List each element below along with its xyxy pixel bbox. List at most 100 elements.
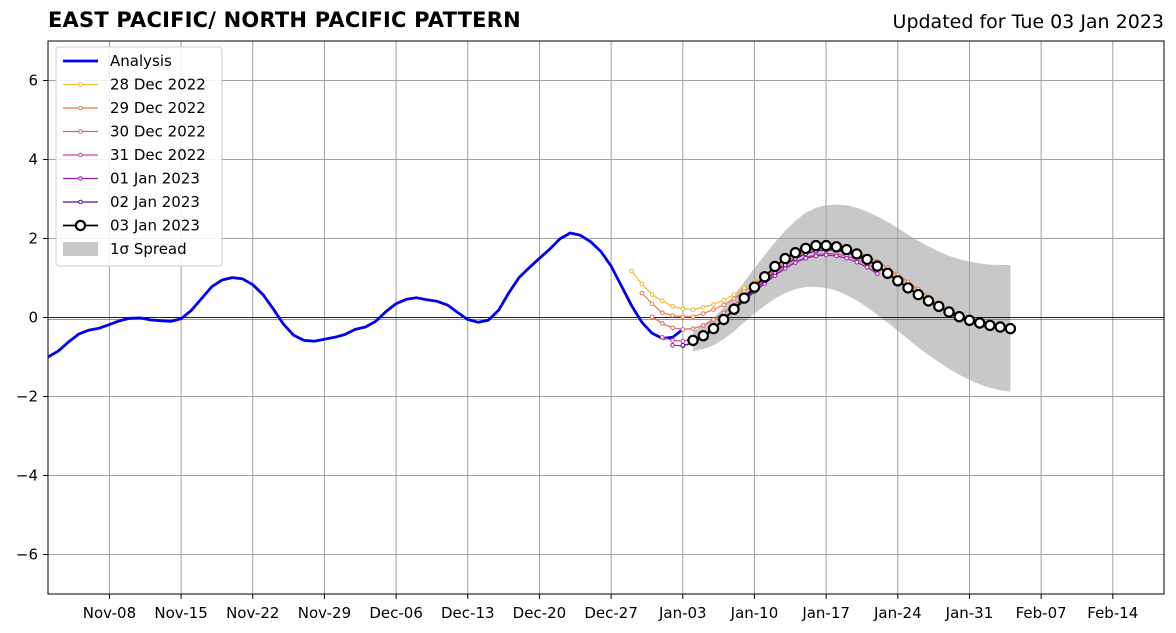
forecast-point-4-15 bbox=[823, 252, 829, 258]
forecast-point-1-3 bbox=[670, 313, 675, 318]
forecast-point-6-29 bbox=[984, 319, 996, 332]
forecast-point-6-0 bbox=[687, 334, 699, 347]
forecast-point-1-7 bbox=[711, 307, 716, 312]
forecast-point-0-9 bbox=[721, 297, 727, 303]
forecast-point-6-19 bbox=[881, 267, 894, 279]
forecast-point-4-18 bbox=[854, 259, 860, 265]
x-tick-label-2: Nov-22 bbox=[226, 604, 279, 622]
forecast-point-1-2 bbox=[660, 310, 665, 316]
legend-label-0: Analysis bbox=[110, 52, 172, 70]
forecast-point-1-6 bbox=[701, 311, 706, 316]
legend-marker-3 bbox=[78, 129, 83, 134]
forecast-point-6-26 bbox=[953, 311, 965, 323]
forecast-point-1-4 bbox=[680, 314, 686, 320]
forecast-point-2-1 bbox=[660, 321, 665, 326]
forecast-point-0-5 bbox=[680, 306, 686, 312]
legend-box bbox=[55, 46, 223, 267]
forecast-point-0-6 bbox=[690, 307, 696, 312]
legend-label-8: 1σ Spread bbox=[110, 240, 187, 258]
x-tick-label-5: Dec-13 bbox=[441, 604, 495, 622]
forecast-point-4-17 bbox=[844, 256, 849, 261]
x-tick-label-10: Jan-17 bbox=[801, 604, 850, 622]
forecast-point-6-23 bbox=[922, 295, 935, 307]
forecast-point-0-7 bbox=[701, 304, 706, 310]
y-tick-label-6: 6 bbox=[28, 72, 38, 90]
legend-marker-7 bbox=[74, 219, 87, 232]
forecast-point-1-8 bbox=[721, 302, 727, 308]
forecast-point-6-11 bbox=[800, 242, 812, 255]
legend: Analysis 28 Dec 2022 29 Dec 2022 30 Dec 202… bbox=[55, 46, 223, 267]
forecast-point-6-8 bbox=[769, 260, 781, 273]
forecast-point-6-16 bbox=[851, 248, 863, 260]
x-tick-label-9: Jan-10 bbox=[730, 604, 779, 622]
x-tick-label-3: Nov-29 bbox=[298, 604, 351, 622]
forecast-point-6-1 bbox=[697, 330, 710, 342]
x-tick-label-11: Jan-24 bbox=[873, 604, 922, 622]
x-tick-label-13: Feb-07 bbox=[1016, 604, 1067, 622]
forecast-point-1-1 bbox=[649, 301, 655, 307]
x-tick-label-4: Dec-06 bbox=[369, 604, 423, 622]
chart-subtitle: Updated for Tue 03 Jan 2023 bbox=[892, 11, 1164, 33]
forecast-point-6-18 bbox=[871, 260, 884, 272]
forecast-point-6-10 bbox=[789, 246, 802, 259]
legend-marker-5 bbox=[78, 176, 83, 181]
x-tick-label-1: Nov-15 bbox=[154, 604, 207, 622]
forecast-point-1-9 bbox=[731, 296, 737, 301]
forecast-point-6-21 bbox=[902, 282, 914, 294]
legend-marker-6 bbox=[78, 199, 83, 205]
legend-marker-4 bbox=[78, 152, 83, 158]
legend-label-3: 30 Dec 2022 bbox=[110, 123, 206, 141]
forecast-point-6-3 bbox=[718, 313, 730, 326]
y-tick-label-1: −4 bbox=[16, 467, 38, 485]
forecast-point-2-0 bbox=[649, 314, 655, 320]
forecast-point-4-12 bbox=[793, 260, 798, 265]
forecast-point-0-0 bbox=[629, 268, 634, 274]
legend-marker-1 bbox=[78, 82, 83, 87]
legend-label-6: 02 Jan 2023 bbox=[110, 193, 200, 211]
forecast-point-6-5 bbox=[738, 292, 750, 304]
forecast-point-1-5 bbox=[690, 314, 696, 320]
forecast-point-6-27 bbox=[963, 314, 976, 326]
legend-label-1: 28 Dec 2022 bbox=[110, 76, 206, 94]
forecast-point-6-13 bbox=[820, 239, 832, 252]
x-tick-label-8: Jan-03 bbox=[658, 604, 707, 622]
forecast-point-4-13 bbox=[803, 256, 809, 261]
forecast-point-0-10 bbox=[731, 292, 737, 297]
y-tick-label-2: −2 bbox=[16, 388, 38, 406]
forecast-point-0-1 bbox=[639, 281, 645, 287]
legend-label-4: 31 Dec 2022 bbox=[110, 146, 206, 164]
x-tick-label-0: Nov-08 bbox=[83, 604, 136, 622]
legend-marker-2 bbox=[78, 105, 83, 111]
y-tick-label-0: −6 bbox=[16, 546, 38, 564]
forecast-point-6-4 bbox=[728, 303, 740, 315]
x-tick-label-7: Dec-27 bbox=[584, 604, 638, 622]
forecast-point-6-24 bbox=[933, 300, 945, 313]
legend-swatch-8 bbox=[63, 242, 98, 256]
forecast-point-3-0 bbox=[660, 335, 665, 340]
spread-band bbox=[693, 204, 1011, 392]
forecast-point-6-2 bbox=[707, 322, 720, 335]
forecast-point-4-20 bbox=[875, 271, 880, 277]
forecast-point-4-19 bbox=[864, 265, 870, 270]
y-tick-label-4: 2 bbox=[28, 230, 38, 248]
forecast-point-3-2 bbox=[680, 338, 686, 344]
forecast-point-2-6 bbox=[711, 317, 716, 322]
forecast-point-6-7 bbox=[759, 271, 771, 283]
forecast-point-0-4 bbox=[670, 304, 675, 309]
forecast-point-2-3 bbox=[680, 327, 686, 332]
legend-label-2: 29 Dec 2022 bbox=[110, 99, 206, 117]
legend-label-7: 03 Jan 2023 bbox=[110, 217, 200, 235]
forecast-point-6-15 bbox=[840, 243, 853, 256]
forecast-point-6-20 bbox=[892, 275, 904, 287]
forecast-point-6-31 bbox=[1004, 322, 1017, 335]
forecast-point-6-30 bbox=[994, 321, 1006, 333]
forecast-point-2-4 bbox=[690, 326, 696, 331]
analysis-line bbox=[48, 231, 684, 359]
forecast-point-0-8 bbox=[711, 302, 716, 307]
forecast-point-2-2 bbox=[670, 325, 675, 331]
forecast-point-0-3 bbox=[660, 298, 665, 304]
forecast-point-1-0 bbox=[639, 290, 645, 296]
y-tick-label-3: 0 bbox=[28, 309, 38, 327]
forecast-point-5-0 bbox=[680, 342, 686, 348]
